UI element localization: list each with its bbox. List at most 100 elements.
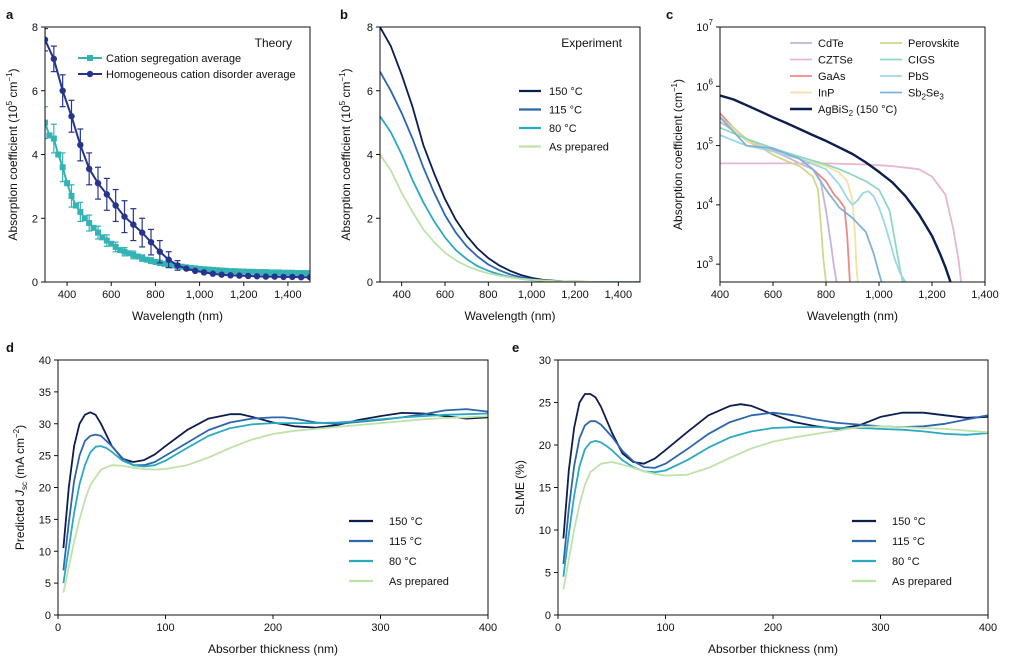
data-point xyxy=(59,87,66,94)
legend-label: As prepared xyxy=(389,576,449,588)
data-point xyxy=(254,269,260,276)
panel-letter: a xyxy=(6,7,14,22)
x-tick-label: 300 xyxy=(871,622,889,634)
y-tick-label: 25 xyxy=(539,398,551,410)
data-point xyxy=(165,256,172,263)
y-tick-label: 30 xyxy=(39,419,51,431)
y-tick-label: 0 xyxy=(45,610,51,622)
data-point xyxy=(244,272,252,280)
y-tick-label: 35 xyxy=(39,387,51,399)
y-tick-label: 104 xyxy=(696,196,713,212)
data-point xyxy=(196,265,203,272)
data-point xyxy=(227,272,234,279)
data-point xyxy=(130,251,137,258)
x-tick-label: 0 xyxy=(555,622,561,634)
data-point xyxy=(86,220,93,227)
y-tick-label: 8 xyxy=(367,22,373,34)
series-line xyxy=(562,425,988,590)
series-line xyxy=(45,122,310,275)
x-tick-label: 800 xyxy=(146,289,164,301)
data-point xyxy=(183,265,190,272)
data-point xyxy=(45,119,48,126)
x-tick-label: 1,200 xyxy=(561,289,589,301)
y-tick-label: 5 xyxy=(45,578,51,590)
x-tick-label: 1,400 xyxy=(274,289,302,301)
legend-item: CdTe xyxy=(790,38,844,50)
legend-item: 115 °C xyxy=(519,105,582,117)
x-tick-label: 400 xyxy=(479,622,497,634)
data-point xyxy=(46,132,53,139)
x-axis-label: Wavelength (nm) xyxy=(132,309,223,323)
legend-item: 115 °C xyxy=(852,536,925,548)
x-axis-label: Absorber thickness (nm) xyxy=(208,642,338,656)
data-point xyxy=(55,151,62,158)
data-point xyxy=(103,237,110,244)
y-tick-label: 2 xyxy=(367,213,373,225)
legend-item: Homogeneous cation disorder average xyxy=(78,69,296,81)
x-tick-label: 1,400 xyxy=(971,289,999,301)
legend-item: CIGS xyxy=(880,55,935,67)
x-tick-label: 600 xyxy=(102,289,120,301)
series-line xyxy=(720,162,962,282)
data-point xyxy=(117,247,124,254)
data-point xyxy=(236,268,243,275)
data-point xyxy=(156,248,164,255)
panel-e: e 0 100 200 300 400 0 5 10 15 20 25 30 Absorber thick… xyxy=(512,340,997,656)
series-line xyxy=(720,94,952,282)
series-line xyxy=(62,412,488,584)
y-tick-label: 4 xyxy=(367,150,373,162)
x-tick-label: 1,000 xyxy=(865,289,893,301)
panel-letter: b xyxy=(340,7,348,22)
y-axis-label: Absorption coefficient (105 cm−1) xyxy=(5,68,20,240)
legend-label: PbS xyxy=(908,71,929,83)
data-point xyxy=(134,253,141,260)
data-point xyxy=(64,180,71,187)
y-tick-label: 30 xyxy=(539,355,551,367)
data-point xyxy=(227,268,234,275)
y-tick-label: 6 xyxy=(32,86,38,98)
y-axis-label: Absorption coefficient (cm−1) xyxy=(670,79,685,230)
series-line xyxy=(62,411,488,549)
data-point xyxy=(45,36,49,43)
data-point xyxy=(170,262,177,269)
data-point xyxy=(236,272,243,279)
data-point xyxy=(77,208,84,215)
data-point xyxy=(152,258,159,265)
series-line xyxy=(562,426,988,577)
y-tick-label: 2 xyxy=(32,213,38,225)
data-point xyxy=(218,267,225,274)
series-line xyxy=(720,134,907,282)
legend-item: 150 °C xyxy=(349,516,423,528)
data-point xyxy=(143,256,150,263)
data-point xyxy=(200,269,208,276)
legend-item: 150 °C xyxy=(852,516,926,528)
panel-note: Experiment xyxy=(561,36,622,50)
legend-label: InP xyxy=(818,88,835,100)
series-line xyxy=(380,71,640,282)
legend-label: 150 °C xyxy=(892,516,926,528)
data-point xyxy=(258,269,265,276)
data-point xyxy=(174,262,181,269)
legend-item: 115 °C xyxy=(349,536,422,548)
y-tick-label: 0 xyxy=(367,277,373,289)
series-line xyxy=(62,415,488,593)
legend-label: As prepared xyxy=(549,142,609,154)
legend-marker xyxy=(87,55,93,61)
data-point xyxy=(68,113,75,120)
data-point xyxy=(68,192,75,199)
legend-item: Perovskite xyxy=(880,38,959,50)
data-point xyxy=(307,270,310,277)
y-axis-label: Absorption coefficient (105 cm−1) xyxy=(338,68,353,240)
data-point xyxy=(306,274,310,281)
panel-d: d 0 100 200 300 400 0 5 10 15 20 25 30 35 40 Absorber t… xyxy=(6,340,497,656)
series-line xyxy=(720,116,883,282)
data-point xyxy=(139,255,146,262)
data-point xyxy=(280,273,287,281)
panel-c: c 400 600 800 1,000 1,200 1,400 103 104 105 106 107… xyxy=(666,7,999,323)
y-tick-label: 5 xyxy=(545,568,551,580)
legend-label: 150 °C xyxy=(389,516,423,528)
legend-label: 115 °C xyxy=(549,105,582,117)
data-point xyxy=(121,213,128,220)
legend-label: 115 °C xyxy=(892,536,925,548)
